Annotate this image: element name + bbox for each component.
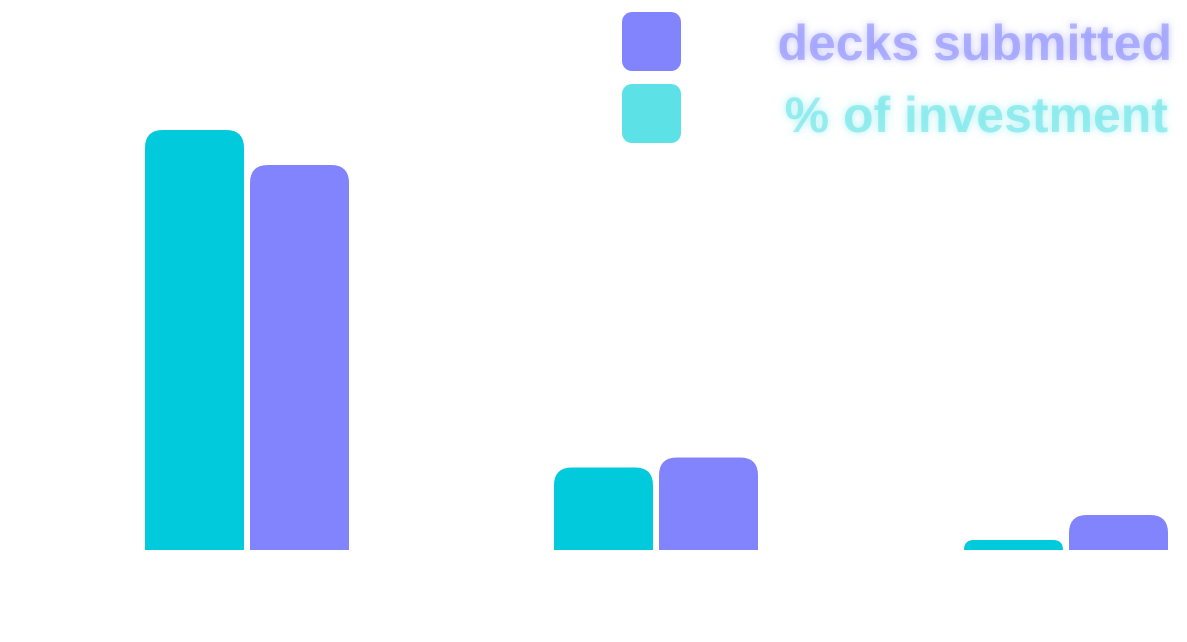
- bar-percent-of-investment-3: [964, 540, 1063, 550]
- legend-swatch-decks-submitted: [622, 12, 681, 71]
- bar-percent-of-investment-2: [554, 467, 653, 550]
- bars-group: [145, 130, 1168, 550]
- bar-decks-submitted-3: [1069, 515, 1168, 550]
- bar-decks-submitted-2: [659, 457, 758, 550]
- bar-percent-of-investment-1: [145, 130, 244, 550]
- bar-decks-submitted-1: [250, 165, 349, 550]
- legend: decks submitted % of investment: [622, 12, 1172, 143]
- legend-label-percent-of-investment: % of investment: [785, 87, 1169, 143]
- legend-swatch-percent-of-investment: [622, 84, 681, 143]
- legend-label-decks-submitted: decks submitted: [777, 15, 1172, 71]
